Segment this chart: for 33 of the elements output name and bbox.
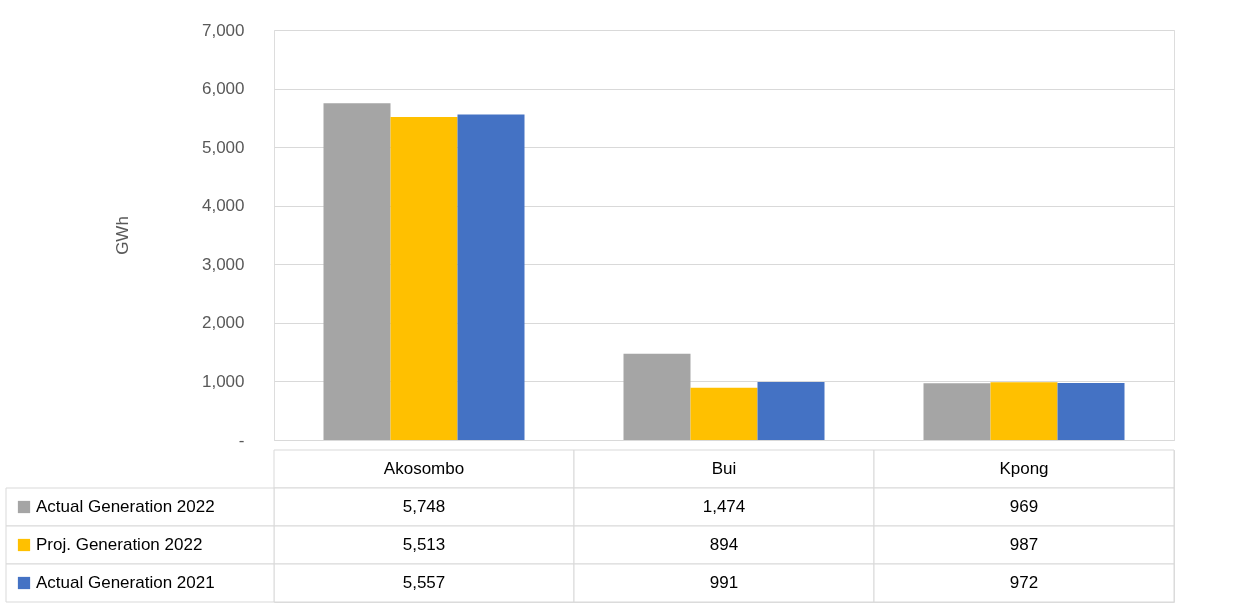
bar <box>623 353 691 440</box>
y-tick-label: 1,000 <box>201 371 245 391</box>
legend-label: Actual Generation 2022 <box>36 497 215 516</box>
data-label: 991 <box>709 573 739 592</box>
data-label: 5,557 <box>402 573 446 592</box>
y-tick-label: 5,000 <box>201 137 245 157</box>
bar <box>1057 383 1125 440</box>
y-tick-label: 2,000 <box>201 313 245 333</box>
y-tick-label: 7,000 <box>201 20 245 40</box>
bar <box>323 103 391 440</box>
bar <box>923 383 991 440</box>
bar <box>390 117 458 440</box>
x-tick-label: Kpong <box>999 459 1049 478</box>
bar <box>990 382 1058 440</box>
data-label: 987 <box>1009 535 1039 554</box>
data-label: 5,748 <box>402 497 446 516</box>
bar <box>690 387 758 440</box>
data-label: 894 <box>709 535 739 554</box>
y-tick-label: 6,000 <box>201 79 245 99</box>
data-label: 1,474 <box>702 497 746 516</box>
data-label: 969 <box>1009 497 1039 516</box>
data-label: 5,513 <box>402 535 446 554</box>
x-tick-label: Bui <box>711 459 737 478</box>
y-tick-label: - <box>238 430 245 450</box>
bar <box>457 114 525 440</box>
x-tick-label: Akosombo <box>383 459 465 478</box>
data-label: 972 <box>1009 573 1039 592</box>
y-axis-title: GWh <box>112 216 132 255</box>
legend-label: Proj. Generation 2022 <box>36 535 203 554</box>
legend-label: Actual Generation 2021 <box>36 573 215 592</box>
y-tick-label: 4,000 <box>201 196 245 216</box>
y-tick-label: 3,000 <box>201 254 245 274</box>
bar <box>757 381 825 440</box>
